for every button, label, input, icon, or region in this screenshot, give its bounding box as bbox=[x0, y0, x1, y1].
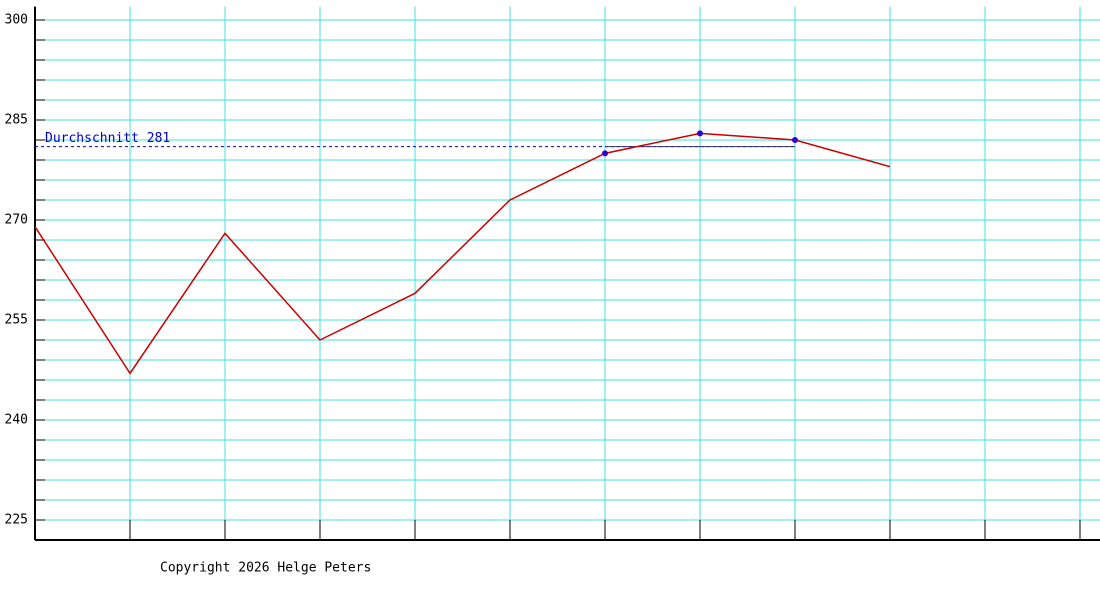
highlight-marker bbox=[697, 130, 703, 137]
average-label: Durchschnitt 281 bbox=[45, 131, 170, 146]
y-tick-label: 285 bbox=[5, 113, 28, 128]
series-line bbox=[34, 132, 891, 375]
highlight-marker bbox=[602, 150, 608, 157]
y-tick-label: 225 bbox=[5, 513, 28, 528]
y-tick-label: 255 bbox=[5, 313, 28, 328]
highlight-marker bbox=[792, 137, 798, 143]
y-tick-label: 270 bbox=[5, 213, 28, 228]
y-tick-label: 240 bbox=[5, 413, 28, 428]
y-tick-label: 300 bbox=[5, 13, 28, 28]
footer: Copyright 2026 Helge Peters bbox=[160, 561, 371, 576]
